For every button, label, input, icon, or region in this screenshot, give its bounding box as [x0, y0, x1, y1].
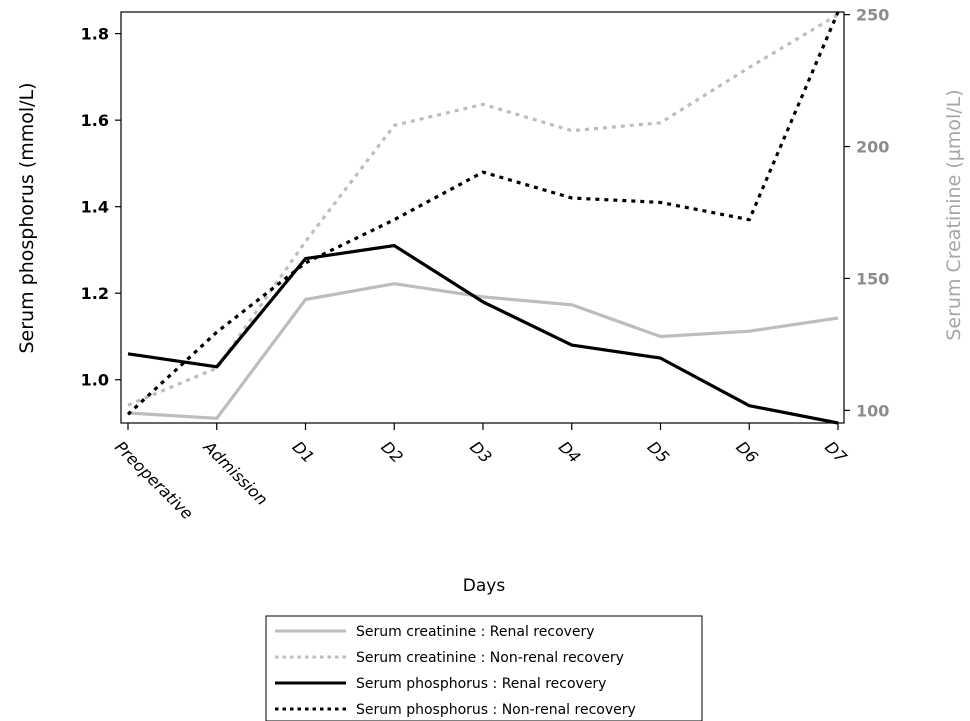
x-tick-label: D3 [466, 437, 495, 466]
series-line-3 [126, 11, 840, 416]
y-left-tick-label: 1.6 [81, 111, 109, 130]
plot-frame [120, 11, 845, 424]
ticks-layer: 1.0 1.2 1.4 1.6 1.8 100 150 200 250 Preoperative A… [81, 6, 890, 524]
x-tick-label: D5 [644, 437, 673, 466]
y-left-tick-label: 1.4 [81, 198, 109, 217]
x-tick-label: D7 [821, 437, 851, 467]
y-left-tick-label: 1.0 [81, 371, 109, 390]
series-line-1 [127, 13, 839, 407]
series-layer [126, 11, 840, 425]
y-left-tick-label: 1.2 [81, 284, 109, 303]
legend-label-1: Serum creatinine : Non-renal recovery [356, 650, 624, 666]
legend-label-3: Serum phosphorus : Non-renal recovery [356, 702, 636, 718]
series-line-2 [127, 244, 839, 425]
y-axis-left-title: Serum phosphorus (mmol/L) [16, 82, 38, 353]
x-tick-label: Preoperative [111, 437, 197, 523]
x-tick-label: D4 [555, 437, 584, 466]
x-tick-label: D1 [289, 437, 318, 466]
x-axis-title: Days [463, 576, 506, 596]
legend-label-0: Serum creatinine : Renal recovery [356, 624, 595, 640]
x-tick-label: D2 [377, 437, 406, 466]
legend-label-2: Serum phosphorus : Renal recovery [356, 676, 606, 692]
x-tick-label: D6 [732, 437, 761, 466]
y-left-tick-label: 1.8 [81, 25, 109, 44]
y-axis-right-title: Serum Creatinine (µmol/L) [943, 89, 965, 340]
x-tick-label: Admission [199, 437, 271, 509]
y-right-tick-label: 200 [856, 138, 889, 157]
legend: Serum creatinine : Renal recovery Serum … [265, 615, 703, 721]
y-right-tick-label: 100 [856, 401, 889, 420]
series-line-0 [127, 282, 839, 420]
legend-box [265, 615, 703, 721]
y-right-tick-label: 250 [856, 6, 889, 25]
y-right-tick-label: 150 [856, 269, 889, 288]
